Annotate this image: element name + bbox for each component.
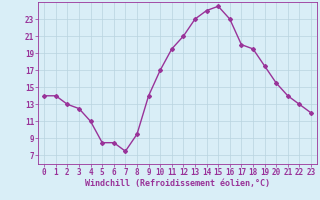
X-axis label: Windchill (Refroidissement éolien,°C): Windchill (Refroidissement éolien,°C): [85, 179, 270, 188]
